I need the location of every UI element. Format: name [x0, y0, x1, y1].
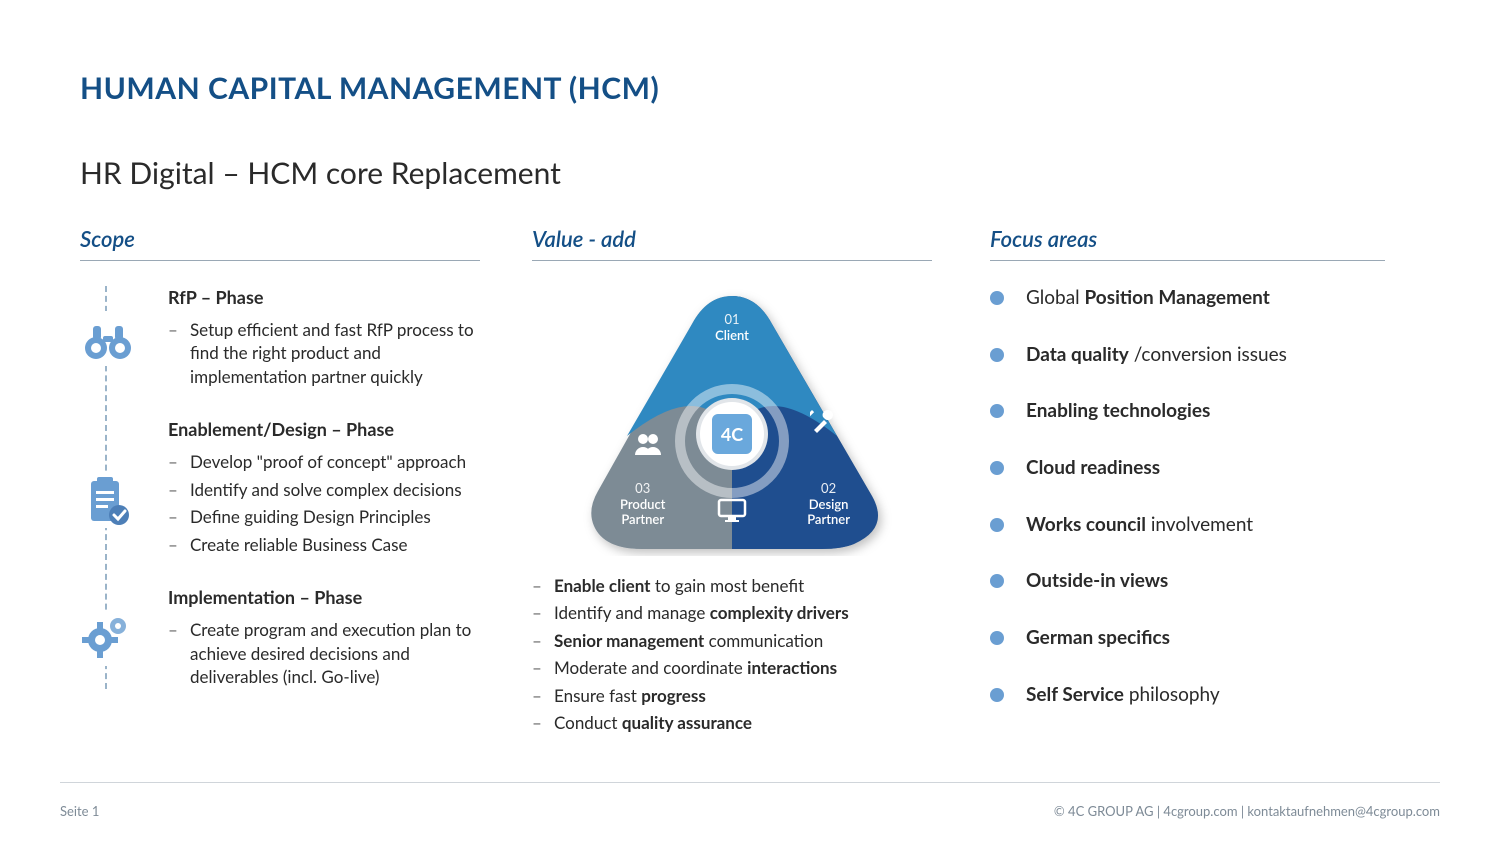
value-triangle: 01 Client 02 DesignPartner 03 ProductPar… [572, 286, 892, 556]
value-bullets: Enable client to gain most benefit Ident… [532, 574, 932, 735]
focus-list: Global Position Management Data quality … [990, 286, 1385, 708]
focus-item: Global Position Management [990, 286, 1385, 311]
focus-item: Data quality /conversion issues [990, 343, 1385, 368]
phase-title: Enablement/Design – Phase [168, 418, 480, 440]
footer-page: Seite 1 [60, 803, 99, 819]
bullet: Create program and execution plan to ach… [168, 618, 480, 688]
phase-title: Implementation – Phase [168, 586, 480, 608]
phase-title: RfP – Phase [168, 286, 480, 308]
focus-item: Enabling technologies [990, 399, 1385, 424]
focus-heading: Focus areas [990, 225, 1385, 261]
column-scope: Scope RfP – Phase Setup efficient and fa… [80, 225, 480, 719]
triangle-design-partner-label: 02 DesignPartner [807, 481, 850, 528]
center-badge: 4C [700, 402, 764, 466]
value-heading: Value - add [532, 225, 932, 261]
binoculars-icon [80, 311, 135, 366]
clipboard-check-icon [80, 473, 135, 528]
bullet: Define guiding Design Principles [168, 505, 480, 528]
bullet: Setup efficient and fast RfP process to … [168, 318, 480, 388]
bullet: Create reliable Business Case [168, 533, 480, 556]
column-focus: Focus areas Global Position Management D… [990, 225, 1385, 740]
column-value: Value - add 01 Client 02 DesignPartner [532, 225, 932, 739]
center-logo: 4C [710, 412, 754, 456]
phase-rfp: RfP – Phase Setup efficient and fast RfP… [80, 286, 480, 388]
bullet: Develop "proof of concept" approach [168, 450, 480, 473]
bullet: Moderate and coordinate interactions [532, 656, 932, 679]
page-title: HUMAN CAPITAL MANAGEMENT (HCM) [80, 70, 659, 106]
phase-bullets: Create program and execution plan to ach… [168, 618, 480, 688]
footer-copyright: © 4C GROUP AG | 4cgroup.com | kontaktauf… [1054, 803, 1440, 819]
focus-item: Cloud readiness [990, 456, 1385, 481]
phase-implementation: Implementation – Phase Create program an… [80, 586, 480, 688]
bullet: Enable client to gain most benefit [532, 574, 932, 597]
monitor-icon [717, 498, 747, 528]
triangle-product-partner-label: 03 ProductPartner [620, 481, 665, 528]
tools-icon [810, 408, 836, 438]
people-icon [634, 432, 662, 460]
footer-divider [60, 782, 1440, 783]
footer: Seite 1 © 4C GROUP AG | 4cgroup.com | ko… [60, 803, 1440, 819]
page-subtitle: HR Digital – HCM core Replacement [80, 155, 561, 191]
bullet: Conduct quality assurance [532, 711, 932, 734]
focus-item: German specifics [990, 626, 1385, 651]
phase-enablement: Enablement/Design – Phase Develop "proof… [80, 418, 480, 556]
bullet: Identify and solve complex decisions [168, 478, 480, 501]
focus-item: Works council involvement [990, 513, 1385, 538]
bullet: Ensure fast progress [532, 684, 932, 707]
phase-bullets: Develop "proof of concept" approach Iden… [168, 450, 480, 556]
triangle-client-label: 01 Client [715, 312, 749, 343]
bullet: Identify and manage complexity drivers [532, 601, 932, 624]
bullet: Senior management communication [532, 629, 932, 652]
gears-icon [80, 611, 135, 666]
focus-item: Outside-in views [990, 569, 1385, 594]
scope-heading: Scope [80, 225, 480, 261]
focus-item: Self Service philosophy [990, 683, 1385, 708]
phase-bullets: Setup efficient and fast RfP process to … [168, 318, 480, 388]
